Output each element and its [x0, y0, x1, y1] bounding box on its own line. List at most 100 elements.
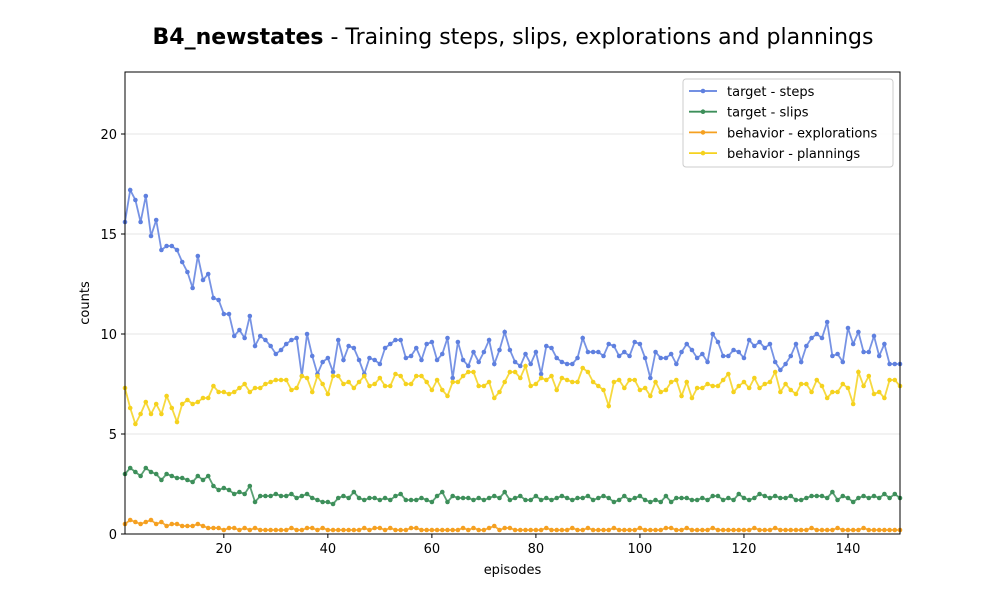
data-point	[798, 527, 804, 533]
data-point	[736, 383, 742, 389]
data-point	[242, 335, 247, 341]
data-point	[892, 527, 898, 533]
data-point	[439, 527, 445, 533]
data-point	[429, 339, 435, 345]
data-point	[642, 527, 648, 533]
data-point	[804, 343, 809, 349]
data-point	[159, 247, 164, 253]
data-point	[580, 365, 586, 371]
data-point	[273, 527, 279, 533]
data-point	[580, 527, 586, 533]
data-point	[840, 527, 846, 533]
y-axis: 0 5 10 15 20	[100, 128, 125, 543]
data-point	[133, 421, 138, 427]
data-point	[471, 525, 476, 531]
data-point	[554, 355, 560, 361]
data-point	[263, 381, 268, 387]
data-point	[575, 355, 580, 361]
data-point	[637, 341, 643, 347]
data-point	[637, 493, 643, 499]
data-point	[679, 527, 684, 533]
data-point	[424, 497, 429, 503]
data-point	[413, 373, 419, 379]
data-point	[684, 379, 690, 385]
data-point	[231, 389, 237, 395]
data-point	[195, 253, 201, 259]
data-point	[840, 381, 846, 387]
data-point	[372, 495, 377, 501]
data-point	[668, 351, 674, 357]
data-point	[367, 355, 372, 361]
data-point	[159, 519, 164, 525]
data-point	[387, 341, 393, 347]
data-point	[507, 497, 513, 503]
data-point	[455, 339, 461, 345]
data-point	[606, 527, 612, 533]
data-point	[741, 355, 747, 361]
data-point	[507, 347, 513, 353]
data-point	[798, 381, 804, 387]
data-point	[460, 373, 466, 379]
x-tick-label: 40	[320, 542, 337, 557]
data-point	[335, 337, 341, 343]
data-point	[674, 495, 679, 501]
data-point	[637, 387, 643, 393]
data-point	[668, 379, 674, 385]
data-point	[450, 527, 455, 533]
data-point	[575, 495, 580, 501]
data-point	[278, 377, 284, 383]
data-point	[648, 375, 653, 381]
data-point	[882, 395, 887, 401]
data-point	[653, 379, 658, 385]
data-point	[741, 379, 747, 385]
data-point	[387, 497, 393, 503]
data-point	[674, 527, 679, 533]
data-point	[200, 395, 206, 401]
data-point	[247, 313, 253, 319]
data-point	[148, 411, 154, 417]
data-point	[845, 527, 851, 533]
data-point	[549, 497, 554, 503]
data-point	[570, 361, 575, 367]
data-point	[762, 381, 768, 387]
data-point	[616, 377, 622, 383]
data-point	[221, 527, 227, 533]
data-point	[861, 349, 866, 355]
data-point	[252, 525, 258, 531]
data-point	[252, 499, 258, 505]
data-point	[882, 527, 887, 533]
data-point	[283, 493, 289, 499]
data-point	[325, 355, 331, 361]
data-point	[876, 389, 882, 395]
data-point	[304, 375, 310, 381]
data-point	[622, 349, 627, 355]
data-point	[533, 349, 539, 355]
data-point	[289, 337, 294, 343]
data-point	[247, 527, 253, 533]
data-point	[278, 527, 284, 533]
x-axis: 20 40 60 80 100 120 140	[216, 534, 860, 557]
legend-swatch-marker	[700, 130, 706, 135]
data-point	[752, 495, 757, 501]
data-point	[351, 345, 357, 351]
data-point	[705, 381, 710, 387]
data-point	[668, 525, 674, 531]
data-point	[481, 383, 487, 389]
data-point	[502, 489, 507, 495]
data-point	[398, 527, 403, 533]
data-point	[148, 469, 154, 475]
data-point	[746, 527, 752, 533]
data-point	[871, 333, 877, 339]
data-point	[273, 491, 279, 497]
data-point	[330, 369, 336, 375]
data-point	[455, 379, 461, 385]
data-point	[736, 491, 742, 497]
data-point	[710, 493, 716, 499]
chart-title-rest: - Training steps, slips, explorations an…	[323, 25, 873, 50]
data-point	[127, 187, 133, 193]
data-point	[429, 499, 435, 505]
data-point	[195, 473, 201, 479]
data-point	[679, 349, 684, 355]
data-point	[882, 491, 887, 497]
data-point	[611, 499, 617, 505]
